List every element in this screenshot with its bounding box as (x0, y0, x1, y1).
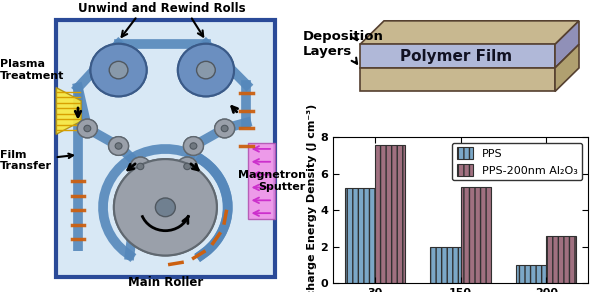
Bar (461, 187, 491, 283)
Circle shape (84, 125, 91, 132)
Polygon shape (555, 21, 579, 68)
Circle shape (215, 119, 235, 138)
Text: Polymer Film: Polymer Film (400, 49, 512, 64)
Circle shape (184, 163, 191, 170)
Bar (374, 145, 404, 283)
Polygon shape (360, 21, 579, 44)
Circle shape (77, 119, 97, 138)
Circle shape (221, 125, 228, 132)
Text: Plasma
Treatment: Plasma Treatment (0, 59, 64, 81)
Circle shape (177, 157, 197, 176)
Text: Film
Transfer: Film Transfer (0, 150, 73, 171)
Circle shape (130, 157, 151, 176)
Circle shape (178, 44, 234, 96)
Bar (248, 143, 275, 219)
Polygon shape (360, 44, 555, 68)
Circle shape (177, 157, 197, 176)
FancyBboxPatch shape (56, 20, 275, 277)
Circle shape (109, 61, 128, 79)
Polygon shape (555, 44, 579, 91)
Circle shape (184, 137, 203, 155)
Circle shape (221, 125, 228, 132)
Circle shape (190, 143, 197, 149)
Circle shape (215, 119, 235, 138)
Circle shape (155, 198, 175, 217)
Y-axis label: Discharge Energy Density (J cm⁻³): Discharge Energy Density (J cm⁻³) (307, 104, 317, 292)
Circle shape (184, 137, 203, 155)
Circle shape (114, 159, 217, 256)
Circle shape (115, 143, 122, 149)
Circle shape (197, 61, 215, 79)
Text: Unwind and Rewind Rolls: Unwind and Rewind Rolls (79, 2, 246, 15)
Polygon shape (56, 88, 81, 134)
Circle shape (109, 61, 128, 79)
Circle shape (114, 159, 217, 256)
Circle shape (190, 143, 197, 149)
Bar (547, 236, 577, 283)
Text: Deposition
Layers: Deposition Layers (303, 30, 384, 58)
Polygon shape (360, 68, 555, 91)
Circle shape (178, 44, 234, 96)
Legend: PPS, PPS-200nm Al₂O₃: PPS, PPS-200nm Al₂O₃ (452, 143, 583, 180)
Circle shape (91, 44, 146, 96)
Text: @ 90% efficiency: @ 90% efficiency (486, 164, 583, 173)
Circle shape (137, 163, 144, 170)
Bar (344, 188, 374, 283)
Bar (430, 247, 461, 283)
Circle shape (137, 163, 144, 170)
Circle shape (115, 143, 122, 149)
Bar (517, 265, 547, 283)
Text: Magnetron
Sputter: Magnetron Sputter (238, 170, 306, 192)
Circle shape (184, 163, 191, 170)
Circle shape (109, 137, 128, 155)
Circle shape (109, 137, 128, 155)
Circle shape (155, 198, 175, 217)
Circle shape (91, 44, 146, 96)
Circle shape (77, 119, 97, 138)
Text: Main Roller: Main Roller (128, 276, 203, 289)
Circle shape (130, 157, 151, 176)
Circle shape (84, 125, 91, 132)
Circle shape (197, 61, 215, 79)
